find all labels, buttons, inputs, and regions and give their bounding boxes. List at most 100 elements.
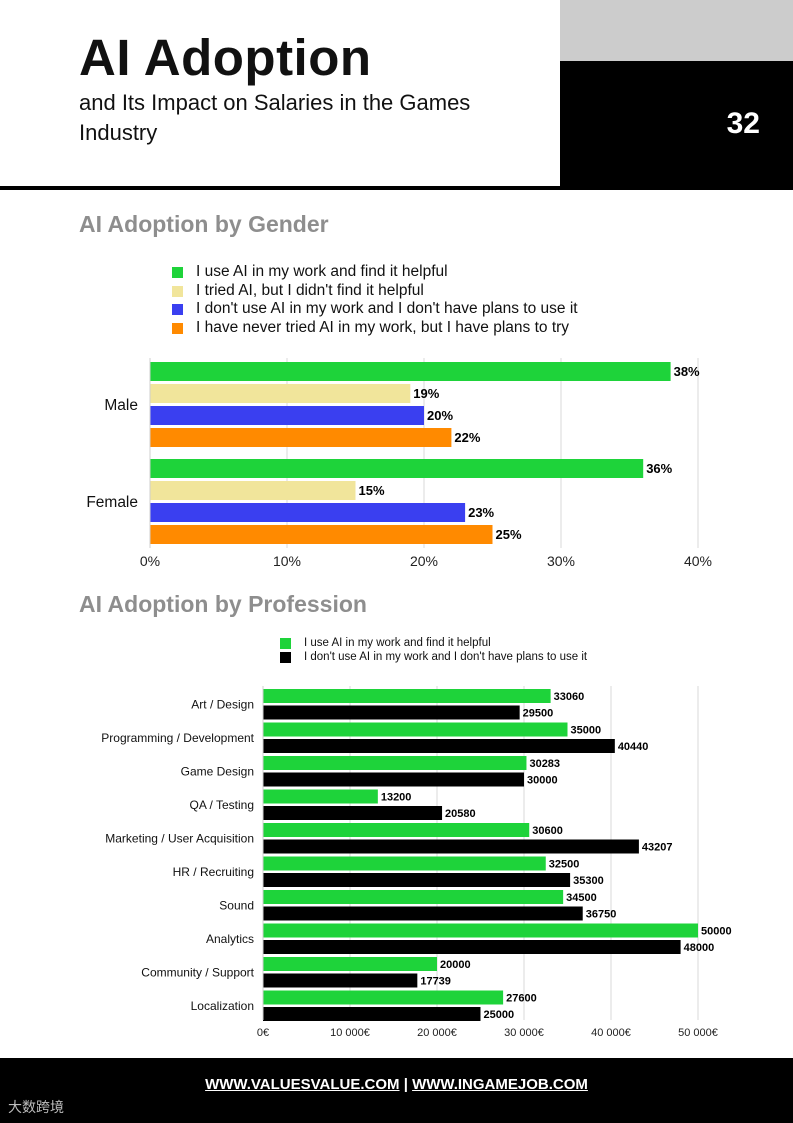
bar bbox=[150, 459, 644, 478]
x-tick-label: 10% bbox=[273, 553, 301, 569]
legend-swatch-orange bbox=[172, 323, 183, 334]
x-tick-label: 50 000€ bbox=[678, 1027, 718, 1039]
bar bbox=[263, 722, 568, 737]
footer-links: WWW.VALUESVALUE.COM | WWW.INGAMEJOB.COM bbox=[0, 1074, 793, 1096]
bar-value-label: 43207 bbox=[642, 841, 673, 853]
bar-value-label: 20580 bbox=[445, 808, 476, 820]
bar-value-label: 35000 bbox=[571, 724, 602, 736]
bar-value-label: 25% bbox=[496, 527, 522, 542]
bar bbox=[263, 906, 583, 921]
bar-value-label: 20000 bbox=[440, 959, 471, 971]
bar-value-label: 19% bbox=[413, 386, 439, 401]
bar bbox=[263, 890, 564, 904]
profession-section-title: AI Adoption by Profession bbox=[79, 591, 367, 617]
bar-value-label: 23% bbox=[468, 505, 494, 520]
category-label: Analytics bbox=[206, 932, 254, 946]
bar bbox=[263, 789, 378, 804]
footer-bar bbox=[0, 1058, 793, 1123]
bar bbox=[150, 503, 466, 522]
bar-value-label: 34500 bbox=[566, 892, 597, 904]
bar-value-label: 36% bbox=[646, 461, 672, 476]
x-tick-label: 40 000€ bbox=[591, 1027, 631, 1039]
footer-link-ingamejob[interactable]: WWW.INGAMEJOB.COM bbox=[412, 1076, 588, 1093]
bar-value-label: 38% bbox=[674, 364, 700, 379]
bar bbox=[263, 705, 520, 720]
header-divider bbox=[0, 186, 560, 190]
bar-value-label: 22% bbox=[454, 430, 480, 445]
bar-value-label: 30600 bbox=[532, 825, 563, 837]
category-label: Male bbox=[104, 397, 138, 414]
category-label: Female bbox=[86, 494, 138, 511]
bar bbox=[150, 481, 356, 500]
bar bbox=[263, 739, 615, 753]
bar bbox=[263, 756, 527, 770]
page-title: AI Adoption bbox=[79, 29, 372, 86]
category-label: Marketing / User Acquisition bbox=[105, 831, 254, 845]
bar bbox=[263, 839, 639, 854]
category-label: Programming / Development bbox=[101, 731, 254, 745]
category-label: HR / Recruiting bbox=[173, 865, 254, 879]
watermark-logo: 大数跨境 bbox=[8, 1099, 64, 1115]
bar-value-label: 30283 bbox=[529, 758, 560, 770]
bar-value-label: 17739 bbox=[420, 975, 451, 987]
footer-link-valuesvalue[interactable]: WWW.VALUESVALUE.COM bbox=[205, 1076, 400, 1093]
bar-value-label: 20% bbox=[427, 408, 453, 423]
bar bbox=[263, 772, 524, 787]
bar bbox=[263, 940, 681, 954]
legend-swatch-yellow bbox=[172, 286, 183, 297]
legend-swatch-blue bbox=[172, 304, 183, 315]
bar-value-label: 40440 bbox=[618, 741, 649, 753]
bar bbox=[150, 406, 424, 425]
bar bbox=[150, 362, 671, 381]
gender-bar-chart: 0% 10% 20% 30% 40%Male38%19%20%22%Female36%1… bbox=[86, 358, 712, 569]
x-tick-label: 40% bbox=[684, 553, 712, 569]
bar-value-label: 13200 bbox=[381, 791, 412, 803]
bar bbox=[150, 384, 411, 403]
category-label: Sound bbox=[219, 898, 254, 912]
bar bbox=[150, 428, 452, 447]
bar-value-label: 29500 bbox=[523, 707, 554, 719]
legend-label: I have never tried AI in my work, but I … bbox=[196, 319, 570, 336]
bar bbox=[263, 1007, 481, 1021]
legend-swatch-green bbox=[172, 267, 183, 278]
bar-value-label: 36750 bbox=[586, 908, 617, 920]
x-tick-label: 10 000€ bbox=[330, 1027, 370, 1039]
category-label: QA / Testing bbox=[190, 798, 254, 812]
legend-swatch-green bbox=[280, 638, 291, 649]
bar-value-label: 30000 bbox=[527, 774, 558, 786]
x-tick-label: 20 000€ bbox=[417, 1027, 457, 1039]
footer-separator: | bbox=[403, 1076, 408, 1093]
bar bbox=[263, 990, 504, 1005]
bar bbox=[263, 873, 571, 887]
bar-value-label: 48000 bbox=[684, 942, 715, 954]
x-tick-label: 0% bbox=[140, 553, 160, 569]
bar bbox=[263, 856, 546, 871]
gender-section-title: AI Adoption by Gender bbox=[79, 211, 329, 237]
bar-value-label: 25000 bbox=[484, 1009, 515, 1021]
category-label: Game Design bbox=[181, 764, 254, 778]
bar bbox=[263, 923, 698, 938]
bar bbox=[263, 806, 443, 820]
header-gray-block bbox=[560, 0, 793, 61]
bar bbox=[263, 973, 418, 988]
page-subtitle: and Its Impact on Salaries in the Games … bbox=[79, 90, 471, 145]
bar-value-label: 35300 bbox=[573, 875, 604, 887]
bar bbox=[263, 823, 530, 837]
legend-label: I use AI in my work and find it helpful bbox=[196, 263, 448, 280]
category-label: Art / Design bbox=[191, 697, 254, 711]
category-label: Community / Support bbox=[141, 965, 254, 979]
x-tick-label: 20% bbox=[410, 553, 438, 569]
legend-label: I use AI in my work and find it helpful bbox=[304, 637, 491, 649]
category-label: Localization bbox=[191, 999, 254, 1013]
bar-value-label: 32500 bbox=[549, 858, 580, 870]
profession-bar-chart: 0€ 10 000€ 20 000€ 30 000€ 40 000€ 50 000€ Art… bbox=[101, 686, 732, 1039]
legend-label: I don't use AI in my work and I don't ha… bbox=[304, 651, 588, 663]
header-black-block bbox=[560, 61, 793, 190]
bar bbox=[263, 689, 551, 703]
page-number: 32 bbox=[726, 107, 760, 140]
bar-value-label: 50000 bbox=[701, 925, 732, 937]
x-tick-label: 30 000€ bbox=[504, 1027, 544, 1039]
legend-swatch-black bbox=[280, 652, 291, 663]
bar-value-label: 33060 bbox=[554, 691, 585, 703]
bar bbox=[150, 525, 493, 544]
